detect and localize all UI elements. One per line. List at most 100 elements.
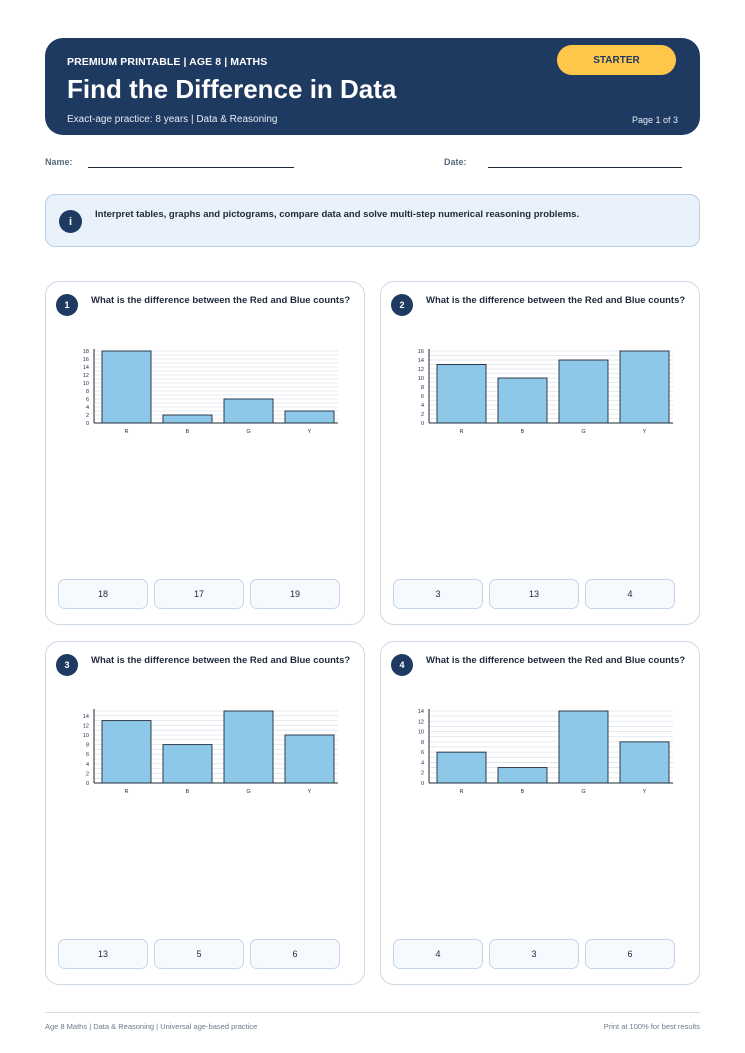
answer-option[interactable]: 18 (58, 579, 148, 609)
bar (619, 741, 670, 784)
y-tick-label: 0 (86, 421, 89, 427)
y-tick-label: 2 (86, 771, 89, 777)
y-tick-label: 6 (421, 394, 424, 400)
bar-chart: 0 2 4 6 8 10 12 14 16 18 R B G Y (83, 349, 338, 435)
bar (223, 710, 274, 784)
y-tick-label: 6 (86, 752, 89, 758)
answer-options: 18 17 19 (58, 579, 340, 609)
y-tick-label: 14 (418, 709, 424, 715)
answer-option[interactable]: 4 (393, 939, 483, 969)
y-tick-label: 12 (83, 723, 89, 729)
y-tick-label: 4 (421, 403, 424, 409)
question-card-2: 2 What is the difference between the Red… (380, 281, 700, 625)
answer-option[interactable]: 13 (489, 579, 579, 609)
question-card-4: 4 What is the difference between the Red… (380, 641, 700, 985)
bar (558, 710, 609, 784)
y-tick-label: 8 (421, 385, 424, 391)
question-text: What is the difference between the Red a… (91, 655, 351, 666)
instructions-box: i Interpret tables, graphs and pictogram… (45, 194, 700, 247)
y-tick-label: 6 (421, 750, 424, 756)
answer-option[interactable]: 19 (250, 579, 340, 609)
y-tick-label: 16 (83, 357, 89, 363)
bar (497, 767, 548, 784)
y-tick-label: 2 (421, 771, 424, 777)
x-tick-label: R (125, 429, 129, 435)
question-number: 2 (391, 294, 413, 316)
info-icon: i (59, 210, 82, 233)
y-tick-label: 18 (83, 349, 89, 355)
y-tick-label: 6 (86, 397, 89, 403)
y-tick-label: 14 (83, 365, 89, 371)
y-tick-label: 8 (86, 389, 89, 395)
footer-left-text: Age 8 Maths | Data & Reasoning | Univers… (45, 1022, 258, 1031)
footer-right-text: Print at 100% for best results (603, 1022, 700, 1031)
question-text: What is the difference between the Red a… (91, 295, 351, 306)
x-tick-label: G (581, 789, 585, 795)
question-number: 1 (56, 294, 78, 316)
question-card-1: 1 What is the difference between the Red… (45, 281, 365, 625)
footer-divider (45, 1012, 700, 1013)
y-tick-label: 8 (86, 743, 89, 749)
y-tick-label: 14 (83, 714, 89, 720)
x-tick-label: B (521, 789, 525, 795)
answer-option[interactable]: 3 (393, 579, 483, 609)
bar (162, 744, 213, 784)
level-badge: STARTER (557, 45, 676, 75)
bar (619, 350, 670, 424)
bar (497, 377, 548, 424)
page-number: Page 1 of 3 (631, 115, 678, 125)
answer-option[interactable]: 3 (489, 939, 579, 969)
question-card-3: 3 What is the difference between the Red… (45, 641, 365, 985)
y-tick-label: 4 (86, 405, 89, 411)
answer-option[interactable]: 4 (585, 579, 675, 609)
bar-chart: 0 2 4 6 8 10 12 14 R B G Y (83, 709, 338, 795)
y-tick-label: 16 (418, 349, 424, 355)
name-label: Name: (45, 157, 73, 167)
x-tick-label: R (125, 789, 129, 795)
x-tick-label: Y (308, 789, 312, 795)
y-tick-label: 4 (421, 760, 424, 766)
x-tick-label: R (460, 789, 464, 795)
y-tick-label: 12 (83, 373, 89, 379)
y-tick-label: 2 (86, 413, 89, 419)
y-tick-label: 12 (418, 367, 424, 373)
y-tick-label: 4 (86, 762, 89, 768)
bar (284, 734, 335, 784)
y-tick-label: 10 (83, 381, 89, 387)
worksheet-header: PREMIUM PRINTABLE | AGE 8 | MATHS Find t… (45, 38, 700, 135)
answer-option[interactable]: 5 (154, 939, 244, 969)
answer-options: 13 5 6 (58, 939, 340, 969)
x-tick-label: R (460, 429, 464, 435)
y-tick-label: 14 (418, 358, 424, 364)
date-label: Date: (444, 157, 467, 167)
name-line[interactable] (88, 167, 294, 168)
answer-options: 4 3 6 (393, 939, 675, 969)
y-tick-label: 2 (421, 412, 424, 418)
question-text: What is the difference between the Red a… (426, 655, 686, 666)
x-tick-label: Y (643, 429, 647, 435)
bar (436, 751, 487, 784)
bar (436, 364, 487, 424)
page-title: Find the Difference in Data (67, 74, 397, 104)
y-tick-label: 8 (421, 740, 424, 746)
y-tick-label: 10 (418, 376, 424, 382)
x-tick-label: G (246, 789, 250, 795)
answer-option[interactable]: 17 (154, 579, 244, 609)
bar (223, 398, 274, 424)
answer-option[interactable]: 13 (58, 939, 148, 969)
date-line[interactable] (488, 167, 682, 168)
question-number: 4 (391, 654, 413, 676)
y-tick-label: 10 (83, 733, 89, 739)
instructions-text: Interpret tables, graphs and pictograms,… (95, 209, 580, 220)
x-tick-label: B (186, 429, 190, 435)
bar (558, 359, 609, 424)
bar (101, 720, 152, 784)
y-tick-label: 0 (421, 421, 424, 427)
x-tick-label: Y (308, 429, 312, 435)
header-subtitle: Exact-age practice: 8 years | Data & Rea… (67, 114, 278, 125)
bar (101, 350, 152, 424)
answer-option[interactable]: 6 (250, 939, 340, 969)
y-tick-label: 12 (418, 719, 424, 725)
answer-option[interactable]: 6 (585, 939, 675, 969)
x-tick-label: B (521, 429, 525, 435)
